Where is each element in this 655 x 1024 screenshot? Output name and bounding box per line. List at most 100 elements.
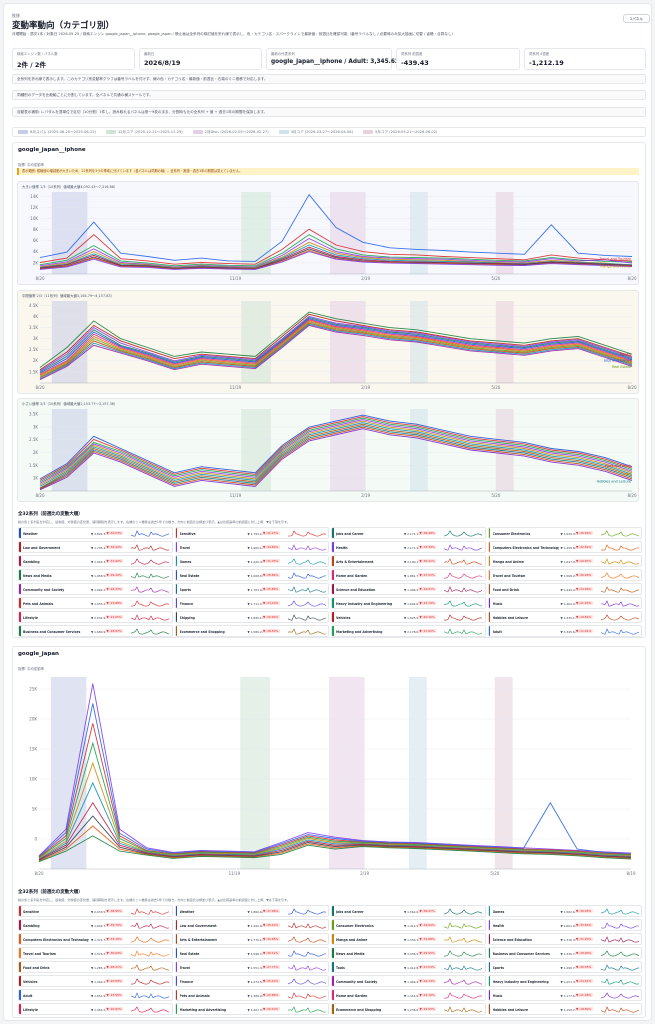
series-card[interactable]: Music ▼ 1,462.91 ▼ -21.93%: [487, 597, 642, 609]
series-line: [39, 422, 633, 487]
series-latest-value: ▼ 2,032.98: [91, 615, 108, 620]
series-color-bar: [488, 570, 490, 580]
series-card[interactable]: Sensitive ▼ 2,033.59 ▼ -38.95%: [18, 905, 173, 917]
series-name: Travel and Tourism: [492, 573, 526, 578]
series-card[interactable]: News and Media ▼ 1,436.52 ▼ -29.55%: [331, 947, 486, 959]
series-card[interactable]: Food and Drink ▼ 1,285.18 ▼ -28.31%: [18, 961, 173, 973]
series-card[interactable]: Vehicles ▼ 1,342.24 ▼ -25.89%: [18, 975, 173, 987]
series-card[interactable]: Travel and Tourism ▼ 1,376.24 ▼ -30.69%: [18, 947, 173, 959]
series-card[interactable]: Home and Garden ▼ 1,314.66 ▼ -22.10%: [331, 989, 486, 1001]
series-line: [38, 703, 632, 857]
series-latest-value: ▼ 1,711.34: [247, 601, 264, 606]
series-card[interactable]: Travel ▼ 1,551.38 ▼ -27.77%: [174, 961, 329, 973]
series-card[interactable]: Sensitive ▼ 1,793.16 ▼ -41.27%: [174, 527, 329, 539]
series-card[interactable]: Adult ▼ 3,345.62 ▼ -11.61%: [487, 625, 642, 637]
series-card[interactable]: Music ▼ 1,177.63 ▼ -21.48%: [487, 989, 642, 1001]
series-card[interactable]: Business and Consumer Services ▼ 1,320.75…: [487, 947, 642, 959]
series-card[interactable]: Sports ▼ 1,290.77 ▼ -26.55%: [487, 961, 642, 973]
series-delta-badge: ▼ -30.69%: [105, 951, 124, 955]
series-card[interactable]: Arts & Entertainment ▼ 2,100.14 ▼ -30.41%: [331, 555, 486, 567]
sparkline-path: [444, 585, 483, 592]
series-name: Travel: [179, 965, 191, 970]
series-card[interactable]: Law and Government ▼ 1,705.40 ▼ -34.94%: [18, 541, 173, 553]
series-card[interactable]: Travel ▼ 1,960.18 ▼ -34.80%: [174, 541, 329, 553]
series-card[interactable]: Health ▼ 1,601.92 ▼ -33.95%: [487, 919, 642, 931]
legend-item: 5月コア (2026-05-21〜2026-06-02): [363, 130, 437, 135]
sparkline: [287, 921, 326, 929]
series-card[interactable]: Home and Garden ▼ 1,881.79 ▼ -27.52%: [331, 569, 486, 581]
series-end-label: Tools: [622, 472, 632, 476]
series-card[interactable]: Computers Electronics and Technology ▼ 1,…: [487, 541, 642, 553]
series-card[interactable]: Ecommerce and Shopping ▼ 1,236.64 ▼ -19.55…: [331, 1003, 486, 1015]
series-card[interactable]: Gambling ▼ 1,942.35 ▼ -31.90%: [18, 555, 173, 567]
sparkline-path: [444, 557, 482, 564]
series-card[interactable]: Manga and Anime ▼ 1,647.99 ▼ -29.87%: [487, 555, 642, 567]
series-card[interactable]: Pets and Animals ▼ 1,389.26 ▼ -22.86%: [174, 989, 329, 1001]
series-card[interactable]: Community and Society ▼ 1,469.48 ▼ -24.74%: [331, 975, 486, 987]
series-card[interactable]: Hobbies and Leisure ▼ 1,159.78 ▼ -18.80%: [487, 1003, 642, 1015]
series-card[interactable]: Weather ▼ 3,891.35 ▼ -59.03%: [18, 527, 173, 539]
series-card[interactable]: Finance ▼ 1,711.34 ▼ -23.10%: [174, 597, 329, 609]
series-card[interactable]: Sports ▼ 1,763.00 ▼ -25.80%: [174, 583, 329, 595]
series-card[interactable]: Tools ▼ 1,412.80 ▼ -27.03%: [331, 961, 486, 973]
sparkline: [444, 585, 483, 592]
series-card[interactable]: Marketing and Advertising ▼ 1,267.39 ▼ -20…: [174, 1003, 329, 1015]
chart-panel-large: 大きい値帯 1/3（10系列）値域最大値4,092.43〜7,316.88） 2K…: [17, 181, 639, 285]
series-card[interactable]: Ecommerce and Shopping ▼ 1,580.28 ▼ -18.50…: [174, 625, 329, 637]
series-card[interactable]: Marketing and Advertising ▼ 2,178.05 ▼ -17…: [331, 625, 486, 637]
series-card[interactable]: Games ▼ 1,562.64 ▼ -36.05%: [487, 905, 642, 917]
series-delta-badge: ▼ -21.05%: [105, 615, 124, 619]
series-delta-badge: ▼ -11.61%: [574, 629, 593, 633]
series-card[interactable]: Pets and Animals ▼ 1,933.20 ▼ -23.88%: [18, 597, 173, 609]
series-card[interactable]: Finance ▼ 1,274.52 ▼ -25.10%: [174, 975, 329, 987]
x-tick-label: 5/20: [491, 493, 500, 498]
series-card[interactable]: Hobbies and Leisure ▼ 1,335.15 ▼ -19.82%: [487, 611, 642, 623]
series-card[interactable]: Weather ▼ 1,866.68 ▼ -37.46%: [174, 905, 329, 917]
update-period-band: [241, 409, 271, 491]
series-card[interactable]: Computers Electronics and Technology ▼ 1,…: [18, 933, 173, 945]
series-name: Marketing and Advertising: [336, 629, 383, 634]
series-grid-subtitle: 線の色と系列名を対応し、最新値、対象値の変化量、開閉期間を表示します。右端のミニ…: [18, 898, 291, 902]
series-card[interactable]: Real Estate ▼ 2,008.81 ▼ -28.84%: [174, 569, 329, 581]
sparkline-path: [287, 935, 326, 943]
legend-swatch: [192, 130, 203, 134]
series-color-bar: [488, 920, 490, 930]
series-card[interactable]: Real Estate ▼ 1,598.31 ▼ -30.12%: [174, 947, 329, 959]
series-card[interactable]: Law and Government ▼ 1,492.08 ▼ -35.10%: [174, 919, 329, 931]
series-card[interactable]: Science and Education ▼ 1,316.30 ▼ -31.20%: [487, 933, 642, 945]
series-card[interactable]: Arts & Entertainment ▼ 1,770.15 ▼ -32.65%: [174, 933, 329, 945]
series-card[interactable]: Manga and Anime ▼ 1,330.39 ▼ -31.88%: [331, 933, 486, 945]
series-card[interactable]: Science and Education ▼ 1,496.21 ▼ -24.97%: [331, 583, 486, 595]
series-card[interactable]: Adult ▼ 1,651.96 ▼ -23.50%: [18, 989, 173, 1001]
series-card[interactable]: Heavy Industry and Engineering ▼ 1,251.36…: [487, 975, 642, 987]
series-card[interactable]: Food and Drink ▼ 1,449.43 ▼ -24.09%: [487, 583, 642, 595]
x-tick-label: 5/20: [491, 276, 500, 281]
sparkline-path: [131, 529, 170, 537]
series-card[interactable]: Community and Society ▼ 1,992.27 ▼ -26.33%: [18, 583, 173, 595]
series-card[interactable]: News and Media ▼ 1,958.58 ▼ -29.10%: [18, 569, 173, 581]
series-card[interactable]: Shipping ▼ 1,695.18 ▼ -20.90%: [174, 611, 329, 623]
series-card[interactable]: Vehicles ▼ 1,625.53 ▼ -20.16%: [331, 611, 486, 623]
series-card[interactable]: Games ▼ 2,220.40 ▼ -31.03%: [174, 555, 329, 567]
stat-label: 検索エンジン数 / パネル数: [17, 52, 58, 56]
series-line: [39, 318, 633, 374]
series-delta-badge: ▼ -29.87%: [574, 559, 593, 563]
chart-panel-google-japan: 0 5K 10K 15K 20K 25K 8/20 11/19 2/19 5/20 8/19: [17, 673, 639, 883]
series-card[interactable]: Gambling ▼ 1,609.73 ▼ -35.70%: [18, 919, 173, 931]
series-card[interactable]: Heavy Industry and Engineering ▼ 1,694.62…: [331, 597, 486, 609]
series-card[interactable]: Lifestyle ▼ 1,452.20 ▼ -20.92%: [18, 1003, 173, 1015]
series-card[interactable]: Lifestyle ▼ 2,032.98 ▼ -21.05%: [18, 611, 173, 623]
series-name: Finance: [179, 601, 194, 606]
series-card[interactable]: Jobs and Career ▼ 2,172.18 ▼ -36.38%: [331, 527, 486, 539]
series-card[interactable]: Health ▼ 2,171.44 ▼ -33.39%: [331, 541, 486, 553]
series-name: Games: [492, 909, 505, 914]
y-tick-label: 2.5K: [29, 437, 38, 442]
series-card[interactable]: Business and Consumer Services ▼ 1,680.90…: [18, 625, 173, 637]
series-card[interactable]: Jobs and Career ▼ 1,562.61 ▼ -36.47%: [331, 905, 486, 917]
series-latest-value: ▼ 1,551.38: [247, 965, 264, 970]
sparkline: [131, 627, 170, 634]
panel-toggle-button[interactable]: 2パネル: [623, 14, 650, 23]
series-card[interactable]: Consumer Electronics ▼ 1,412.53 ▼ -34.62%: [331, 919, 486, 931]
series-card[interactable]: Travel and Tourism ▼ 1,568.29 ▼ -26.99%: [487, 569, 642, 581]
series-card[interactable]: Consumer Electronics ▼ 1,549.30 ▼ -36.06%: [487, 527, 642, 539]
